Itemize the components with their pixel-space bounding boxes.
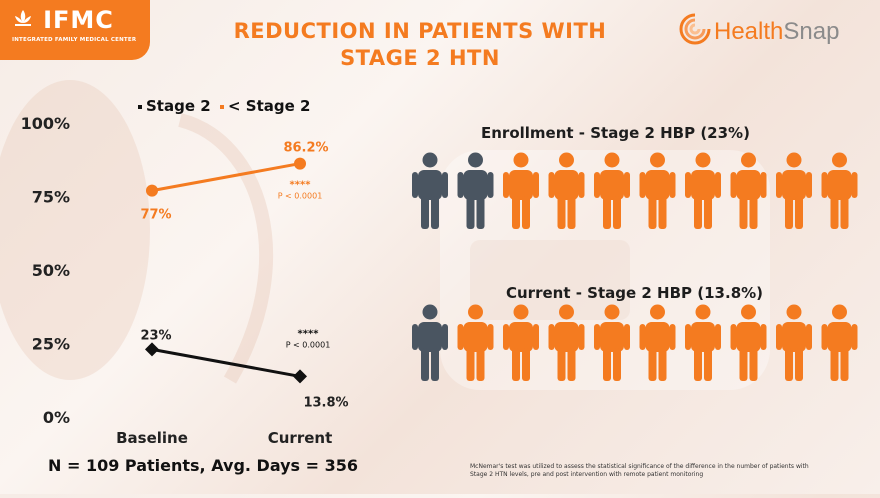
series-line xyxy=(151,162,301,193)
current-pictogram xyxy=(408,304,863,388)
person-icon-controlled xyxy=(594,304,630,381)
y-tick-label: 50% xyxy=(32,261,70,280)
person-icon-controlled xyxy=(594,152,630,229)
person-icon-controlled xyxy=(503,304,539,381)
legend-marker xyxy=(220,105,224,109)
data-point xyxy=(293,369,307,384)
page-title-line2: STAGE 2 HTN xyxy=(340,46,500,70)
data-point xyxy=(294,157,306,170)
significance-stars: **** xyxy=(290,180,312,191)
person-icon-controlled xyxy=(730,152,767,229)
person-icon-controlled xyxy=(639,152,676,229)
legend-label: < Stage 2 xyxy=(228,97,310,115)
person-icon-controlled xyxy=(639,304,676,381)
y-tick-label: 100% xyxy=(21,114,70,133)
x-category-label: Current xyxy=(268,429,333,447)
ifmc-logo-subtitle: INTEGRATED FAMILY MEDICAL CENTER xyxy=(12,37,137,43)
person-icon-controlled xyxy=(548,152,585,229)
person-icon-controlled xyxy=(503,152,539,229)
series-line xyxy=(151,347,301,378)
healthsnap-wordmark-health: Health xyxy=(714,18,784,45)
footnote-line1: McNemar's test was utilized to assess th… xyxy=(470,463,809,470)
person-icon-controlled xyxy=(685,304,721,381)
pictogram-svg xyxy=(412,152,858,229)
p-value-label: P < 0.0001 xyxy=(286,340,331,349)
p-value-label: P < 0.0001 xyxy=(278,192,323,201)
legend-marker xyxy=(138,105,142,109)
healthsnap-mark-icon xyxy=(679,13,711,45)
page-title: REDUCTION IN PATIENTS WITH STAGE 2 HTN xyxy=(200,18,640,72)
page-title-line1: REDUCTION IN PATIENTS WITH xyxy=(233,19,607,43)
data-label: 86.2% xyxy=(283,141,328,156)
line-chart: 0% 25% 50% 75% 100% Baseline Current Stage 2 < S… xyxy=(21,97,349,447)
healthsnap-wordmark-snap: Snap xyxy=(783,18,840,45)
enrollment-pictogram xyxy=(408,152,863,236)
footnote: McNemar's test was utilized to assess th… xyxy=(470,463,860,479)
person-icon-controlled xyxy=(776,304,812,381)
current-title: Current - Stage 2 HBP (13.8%) xyxy=(506,284,764,302)
person-icon-controlled xyxy=(730,304,767,381)
data-label: 13.8% xyxy=(303,395,348,410)
sample-summary: N = 109 Patients, Avg. Days = 356 xyxy=(48,456,359,475)
data-point xyxy=(145,342,159,357)
data-label: 77% xyxy=(140,208,171,223)
x-category-label: Baseline xyxy=(116,429,188,447)
person-icon-controlled xyxy=(685,152,721,229)
person-icon-controlled xyxy=(821,304,858,381)
person-icon-stage2 xyxy=(412,304,448,381)
healthsnap-wordmark: HealthSnap xyxy=(714,18,839,46)
ifmc-logo-text: IFMC xyxy=(43,6,114,34)
pictogram-svg xyxy=(412,304,858,381)
legend-label: Stage 2 xyxy=(146,97,211,115)
person-icon-controlled xyxy=(776,152,812,229)
footnote-line2: Stage 2 HTN levels, pre and post interve… xyxy=(470,471,704,478)
y-tick-label: 25% xyxy=(32,335,70,354)
person-icon-controlled xyxy=(548,304,585,381)
person-icon-stage2 xyxy=(457,152,494,229)
person-icon-controlled xyxy=(821,152,858,229)
lotus-icon xyxy=(12,7,34,33)
healthsnap-logo: HealthSnap xyxy=(678,12,839,52)
data-point xyxy=(146,184,158,197)
ifmc-logo: IFMC INTEGRATED FAMILY MEDICAL CENTER xyxy=(0,0,150,60)
data-label: 23% xyxy=(140,328,171,343)
y-tick-label: 75% xyxy=(32,188,70,207)
person-icon-controlled xyxy=(457,304,494,381)
significance-stars: **** xyxy=(298,328,320,339)
enrollment-title: Enrollment - Stage 2 HBP (23%) xyxy=(481,124,750,142)
y-tick-label: 0% xyxy=(43,408,70,427)
person-icon-stage2 xyxy=(412,152,448,229)
